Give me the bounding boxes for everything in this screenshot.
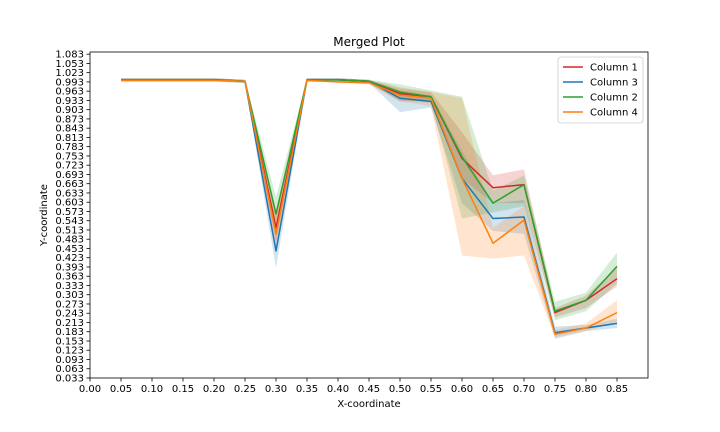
- x-tick-label: 0.05: [110, 384, 132, 395]
- legend-box: [557, 56, 644, 124]
- y-tick-label: 0.663: [55, 179, 84, 190]
- column-4-line: [121, 79, 618, 335]
- y-tick-label: 0.153: [55, 336, 84, 347]
- y-tick-label: 0.123: [55, 346, 84, 357]
- y-tick-label: 0.723: [55, 161, 84, 172]
- x-tick-label: 0.15: [172, 384, 194, 395]
- y-tick-label: 0.063: [55, 364, 84, 375]
- y-tick-label: 0.273: [55, 299, 84, 310]
- column-1-confidence-band: [121, 78, 617, 318]
- y-tick-label: 0.603: [55, 198, 84, 209]
- legend-label-column-2: Column 2: [590, 93, 638, 104]
- y-tick-label: 1.023: [55, 68, 84, 79]
- y-tick-label: 0.633: [55, 188, 84, 199]
- y-tick-label: 0.873: [55, 114, 84, 125]
- y-tick-label: 0.573: [55, 207, 84, 218]
- y-tick-label: 0.453: [55, 244, 84, 255]
- x-tick-label: 0.60: [451, 384, 473, 395]
- y-tick-label: 0.513: [55, 225, 84, 236]
- y-tick-label: 0.813: [55, 133, 84, 144]
- y-tick-label: 0.783: [55, 142, 84, 153]
- y-tick-label: 0.483: [55, 235, 84, 246]
- y-tick-label: 0.423: [55, 253, 84, 264]
- legend: Column 1 Column 3 Column 2 Column 4: [557, 56, 644, 124]
- chart-title: Merged Plot: [333, 35, 405, 49]
- x-tick-label: 0.65: [482, 384, 504, 395]
- legend-label-column-1: Column 1: [590, 63, 638, 74]
- legend-label-column-4: Column 4: [590, 108, 638, 119]
- y-tick-label: 0.903: [55, 105, 84, 116]
- y-tick-label: 0.183: [55, 327, 84, 338]
- x-tick-label: 0.00: [79, 384, 101, 395]
- y-tick-label: 0.333: [55, 281, 84, 292]
- y-tick-label: 0.033: [55, 374, 84, 385]
- x-tick-label: 0.10: [141, 384, 163, 395]
- y-tick-label: 0.393: [55, 262, 84, 273]
- column-2-confidence-band: [121, 78, 617, 321]
- x-tick-label: 0.70: [513, 384, 535, 395]
- x-tick-label: 0.85: [606, 384, 628, 395]
- x-tick-label: 0.30: [265, 384, 287, 395]
- x-tick-label: 0.80: [575, 384, 597, 395]
- y-tick-label: 1.053: [55, 59, 84, 70]
- x-axis-ticks: 0.00 0.05 0.10 0.15 0.20 0.25 0.30 0.35 0.40 0.45…: [79, 378, 628, 395]
- confidence-bands: [121, 78, 617, 339]
- x-tick-label: 0.75: [544, 384, 566, 395]
- y-tick-label: 0.303: [55, 290, 84, 301]
- y-tick-label: 0.543: [55, 216, 84, 227]
- column-3-confidence-band: [121, 78, 617, 339]
- series-lines: [121, 79, 618, 335]
- y-tick-label: 0.093: [55, 355, 84, 366]
- y-tick-label: 0.843: [55, 124, 84, 135]
- x-tick-label: 0.50: [389, 384, 411, 395]
- y-tick-label: 0.993: [55, 77, 84, 88]
- y-tick-label: 0.363: [55, 272, 84, 283]
- y-tick-label: 0.933: [55, 96, 84, 107]
- x-tick-label: 0.40: [327, 384, 349, 395]
- y-tick-label: 0.693: [55, 170, 84, 181]
- y-tick-label: 0.963: [55, 87, 84, 98]
- plot-frame: [89, 51, 649, 379]
- y-axis-label: Y-coordinate: [39, 184, 50, 247]
- y-tick-label: 0.243: [55, 309, 84, 320]
- x-tick-label: 0.20: [203, 384, 225, 395]
- x-tick-label: 0.25: [234, 384, 256, 395]
- y-axis-ticks: 0.0330.0630.0930.1230.1530.1830.2130.243…: [55, 50, 90, 385]
- y-tick-label: 1.083: [55, 50, 84, 61]
- x-axis-label: X-coordinate: [337, 399, 400, 410]
- x-tick-label: 0.45: [358, 384, 380, 395]
- y-tick-label: 0.213: [55, 318, 84, 329]
- legend-label-column-3: Column 3: [590, 78, 638, 89]
- x-tick-label: 0.35: [296, 384, 318, 395]
- x-tick-label: 0.55: [420, 384, 442, 395]
- y-tick-label: 0.753: [55, 151, 84, 162]
